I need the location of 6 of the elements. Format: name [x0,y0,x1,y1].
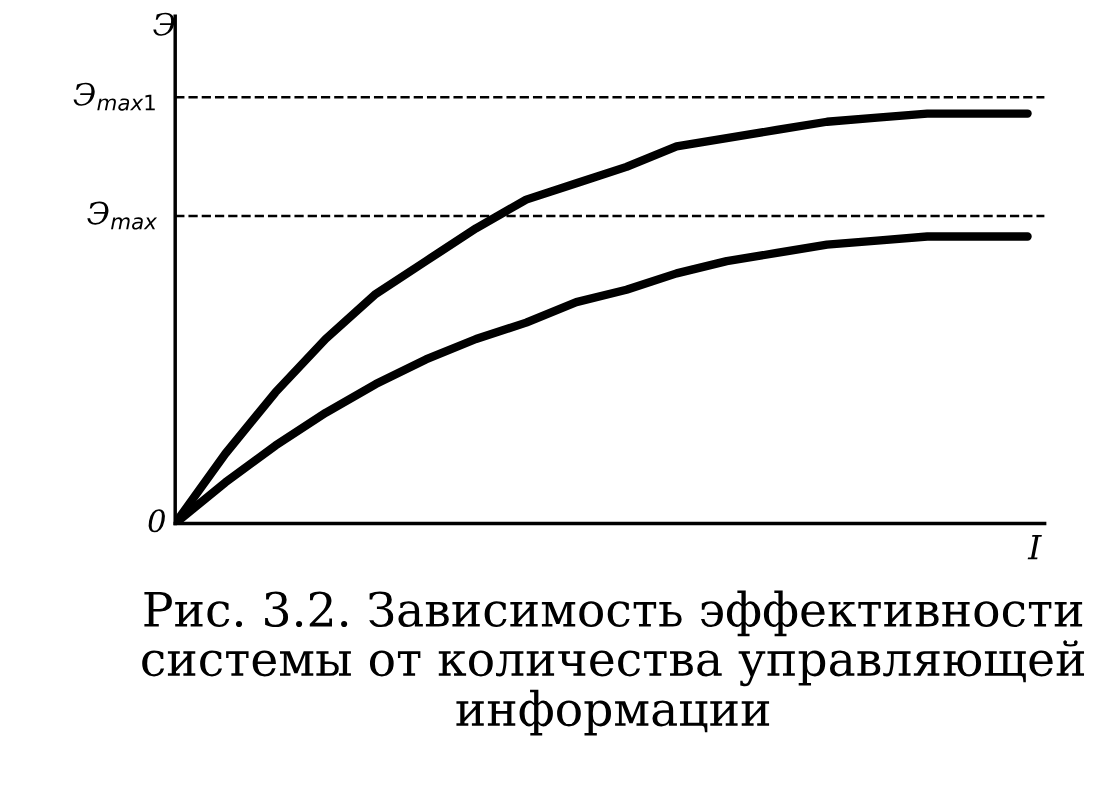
y-axis-title: Э [153,12,175,36]
ref-line-label: Э$_{max}$ [87,201,158,230]
ref-line-label: Э$_{max1}$ [73,82,155,111]
text: 0 [148,509,165,533]
x-axis-title: I [1027,534,1042,560]
text: Рис. 3.2. Зависимость эффективности системы от количества управляющей информации [142,590,1085,736]
